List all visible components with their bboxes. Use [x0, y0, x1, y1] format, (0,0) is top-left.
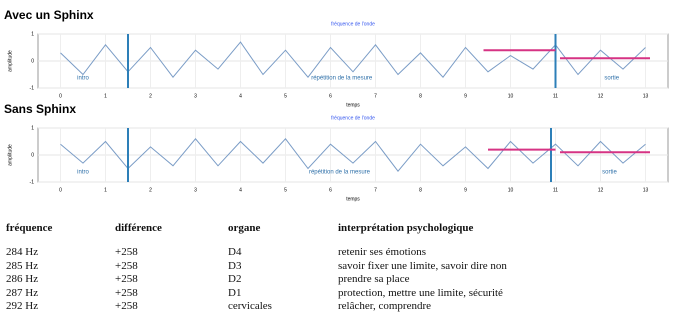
y-tick-label: -1 [30, 85, 35, 91]
table-cell: savoir fixer une limite, savoir dire non [338, 259, 507, 272]
x-axis-label: temps [346, 196, 360, 202]
table-cell: 284 Hz [6, 246, 39, 258]
y-tick-label: 1 [31, 31, 34, 37]
chart-subtitle: fréquence de l'onde [331, 115, 375, 121]
table-cell: 287 Hz [6, 286, 39, 299]
table-cell: D2 [228, 273, 242, 285]
table-cell: D1 [228, 286, 242, 299]
x-axis-label: temps [346, 102, 360, 108]
x-tick-label: 9 [464, 93, 467, 99]
table-cell: protection, mettre une limite, sécurité [338, 286, 503, 299]
x-tick-label: 12 [598, 93, 604, 99]
table-cell: D3 [228, 259, 242, 272]
x-tick-label: 12 [598, 187, 604, 193]
x-tick-label: 11 [553, 187, 558, 193]
y-axis-label: amplitude [7, 50, 13, 72]
charts: Avec un Sphinx fréquence de l'onde amplitu… [4, 8, 669, 202]
x-tick-label: 2 [149, 187, 152, 193]
region-label: intro [77, 76, 89, 82]
table-header: différence [115, 222, 162, 234]
table-cell: +258 [115, 286, 138, 299]
region-label: répétition de la mesure [311, 76, 373, 82]
table-cell: +258 [115, 246, 138, 258]
region-label: répétition de la mesure [309, 170, 371, 176]
table-cell: 292 Hz [6, 300, 39, 312]
x-tick-label: 0 [59, 93, 62, 99]
table-cell: relâcher, comprendre [338, 300, 432, 312]
table-header: organe [228, 222, 261, 234]
x-tick-label: 4 [239, 93, 242, 99]
x-tick-label: 3 [194, 93, 197, 99]
table-cell: cervicales [228, 300, 272, 312]
table-cell: D4 [228, 246, 242, 258]
table-cell: +258 [115, 273, 138, 285]
x-tick-label: 8 [419, 187, 422, 193]
x-tick-label: 11 [553, 93, 558, 99]
x-tick-label: 10 [508, 187, 514, 193]
x-tick-label: 9 [464, 187, 467, 193]
table-cell: 285 Hz [6, 259, 39, 272]
signal-line [60, 41, 646, 79]
x-tick-label: 4 [239, 187, 242, 193]
x-tick-label: 6 [329, 187, 332, 193]
x-tick-label: 13 [643, 93, 649, 99]
y-tick-label: -1 [30, 179, 35, 185]
chart-title: Avec un Sphinx [4, 8, 94, 22]
x-tick-label: 5 [284, 187, 287, 193]
x-tick-label: 1 [104, 187, 107, 193]
chart-subtitle: fréquence de l'onde [331, 21, 375, 27]
x-tick-label: 7 [374, 93, 377, 99]
x-tick-label: 8 [419, 93, 422, 99]
table-header: fréquence [6, 222, 53, 234]
region-label: sortie [604, 76, 619, 82]
region-label: intro [77, 170, 89, 176]
x-tick-label: 6 [329, 93, 332, 99]
x-tick-label: 7 [374, 187, 377, 193]
y-tick-label: 1 [31, 125, 34, 131]
y-axis-label: amplitude [7, 144, 13, 166]
table-cell: +258 [115, 259, 138, 272]
y-tick-label: 0 [31, 58, 34, 64]
table-header: interprétation psychologique [338, 222, 474, 234]
table-cell: retenir ses émotions [338, 246, 426, 258]
x-tick-label: 10 [508, 93, 514, 99]
x-tick-label: 5 [284, 93, 287, 99]
region-label: sortie [602, 170, 617, 176]
table-cell: 286 Hz [6, 273, 39, 285]
x-tick-label: 2 [149, 93, 152, 99]
chart-title: Sans Sphinx [4, 102, 76, 116]
x-tick-label: 13 [643, 187, 649, 193]
x-tick-label: 1 [104, 93, 107, 99]
table-cell: prendre sa place [338, 273, 410, 285]
y-tick-label: 0 [31, 152, 34, 158]
x-tick-label: 0 [59, 187, 62, 193]
table-cell: +258 [115, 300, 138, 312]
x-tick-label: 3 [194, 187, 197, 193]
